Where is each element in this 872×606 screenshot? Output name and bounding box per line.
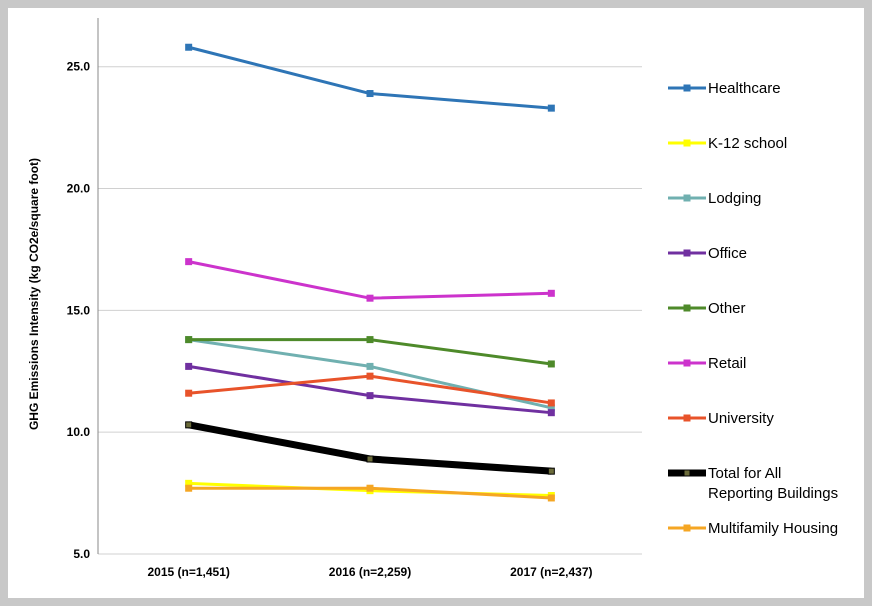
series-healthcare [185,43,555,112]
legend-label: University [708,410,774,427]
data-point [547,289,555,297]
data-point [366,362,374,370]
legend-item: Healthcare [668,80,781,97]
y-tick-label: 5.0 [73,547,90,561]
y-tick-label: 20.0 [67,182,91,196]
legend-swatch-marker [683,524,691,532]
data-point [366,294,374,302]
data-point [185,258,193,266]
legend-label: Office [708,245,747,262]
line-chart: 25.0 20.0 15.0 10.0 5.0 GHG Emissions Intens… [27,18,838,579]
series-university [185,372,555,407]
data-point [366,484,374,492]
legend-swatch-marker [683,359,691,367]
series-retail [185,258,555,302]
series-multifamily-housing [185,484,555,502]
data-point [185,484,193,492]
data-point [185,479,193,487]
chart-frame: 25.0 20.0 15.0 10.0 5.0 GHG Emissions Intens… [8,8,864,598]
series-line [188,338,552,366]
data-point [366,372,374,380]
legend: Healthcare K-12 school Lodging Office Other R… [668,80,838,537]
x-tick-label: 2015 (n=1,451) [147,565,229,579]
data-point [185,421,193,429]
legend-label: Other [708,300,746,317]
legend-item: Lodging [668,190,761,207]
data-point [366,90,374,98]
legend-swatch-marker [683,414,691,422]
series-total-for-all-reporting-buildings [185,421,555,475]
series-line [188,45,552,110]
data-point [547,494,555,502]
legend-item: Other [668,300,746,317]
legend-label: Retail [708,355,746,372]
data-point [366,392,374,400]
legend-label: Total for All Reporting Buildings [708,465,838,502]
legend-item: Retail [668,355,746,372]
legend-swatch-marker [683,139,691,147]
legend-swatch-marker [683,84,691,92]
legend-swatch-marker [683,249,691,257]
series-other [185,336,555,368]
series-line [188,260,552,300]
gridlines [98,66,642,555]
y-tick-label: 10.0 [67,425,91,439]
legend-swatch-marker [683,194,691,202]
legend-item: University [668,410,774,427]
data-point [547,104,555,112]
data-point [185,336,193,344]
legend-item: Multifamily Housing [668,520,838,537]
data-point [547,467,555,475]
legend-item: Office [668,245,747,262]
y-axis-label: GHG Emissions Intensity (kg CO2e/square … [27,158,41,430]
data-point [366,455,374,463]
data-point [547,399,555,407]
data-point [185,362,193,370]
x-tick-label: 2017 (n=2,437) [510,565,592,579]
legend-label: Healthcare [708,80,781,97]
data-point [547,404,555,412]
legend-swatch-marker [683,304,691,312]
x-tick-labels: 2015 (n=1,451) 2016 (n=2,259) 2017 (n=2,43… [147,565,592,579]
data-point [185,43,193,51]
data-point [185,389,193,397]
x-tick-label: 2016 (n=2,259) [329,565,411,579]
y-tick-label: 25.0 [67,60,91,74]
data-point [547,360,555,368]
legend-swatch-marker [683,469,691,477]
y-tick-label: 15.0 [67,303,91,317]
series-lines [185,43,555,502]
data-point [547,409,555,417]
y-tick-labels: 25.0 20.0 15.0 10.0 5.0 [67,60,91,561]
legend-item: K-12 school [668,135,787,152]
legend-label: K-12 school [708,135,787,152]
legend-label: Lodging [708,190,761,207]
data-point [366,336,374,344]
series-office [185,362,555,417]
legend-item: Total for All Reporting Buildings [668,465,838,502]
legend-label: Multifamily Housing [708,520,838,537]
